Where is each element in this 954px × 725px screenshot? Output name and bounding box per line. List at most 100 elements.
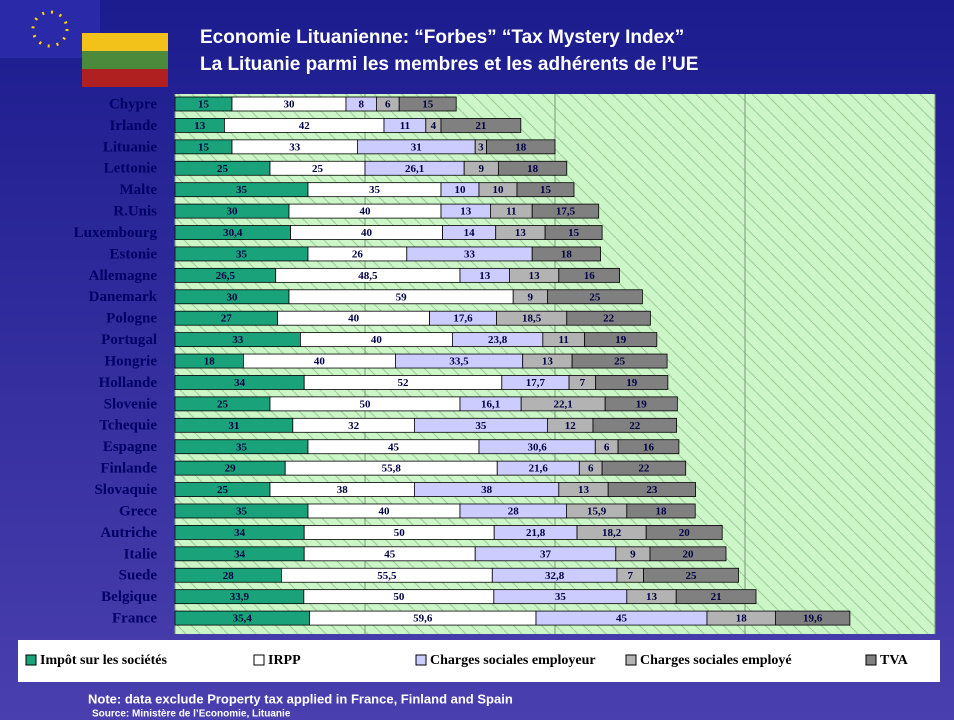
value-label: 9 — [479, 163, 485, 175]
value-label: 19 — [626, 377, 638, 389]
bar-segment — [604, 396, 678, 412]
category-label: Belgique — [101, 589, 157, 605]
value-label: 35,4 — [233, 613, 253, 625]
value-label: 40 — [314, 356, 326, 368]
value-label: 15 — [540, 184, 552, 196]
value-label: 8 — [358, 99, 364, 111]
value-label: 35 — [555, 591, 567, 603]
value-label: 11 — [559, 334, 569, 346]
value-label: 38 — [337, 484, 349, 496]
value-label: 16,1 — [481, 398, 500, 410]
value-label: 26 — [352, 248, 364, 260]
value-label: 28 — [223, 570, 235, 582]
value-label: 55,5 — [377, 570, 397, 582]
category-label: Suede — [119, 568, 158, 584]
value-label: 33 — [289, 141, 301, 153]
bar-segment — [675, 589, 757, 605]
legend-label: Impôt sur les sociétés — [40, 653, 167, 668]
legend-swatch — [25, 654, 37, 666]
value-label: 11 — [400, 120, 410, 132]
value-label: 25 — [312, 163, 324, 175]
value-label: 40 — [361, 227, 373, 239]
value-label: 13 — [460, 206, 472, 218]
value-label: 7 — [627, 570, 633, 582]
value-label: 34 — [234, 548, 246, 560]
value-label: 25 — [686, 570, 698, 582]
value-label: 45 — [616, 613, 628, 625]
value-label: 38 — [481, 484, 493, 496]
value-label: 13 — [515, 227, 527, 239]
value-label: 45 — [384, 548, 396, 560]
value-label: 23,8 — [488, 334, 508, 346]
category-label: Allemagne — [89, 268, 158, 284]
value-label: 22 — [638, 463, 650, 475]
value-label: 35 — [236, 506, 248, 518]
legend-swatch — [865, 654, 877, 666]
value-label: 35 — [369, 184, 381, 196]
value-label: 25 — [217, 163, 229, 175]
value-label: 42 — [299, 120, 311, 132]
value-label: 52 — [398, 377, 410, 389]
legend-swatch — [625, 654, 637, 666]
value-label: 17,5 — [556, 206, 576, 218]
value-label: 29 — [225, 463, 237, 475]
value-label: 12 — [565, 420, 577, 432]
value-label: 17,6 — [453, 313, 473, 325]
value-label: 19 — [615, 334, 627, 346]
value-label: 21,6 — [529, 463, 549, 475]
value-label: 33 — [232, 334, 244, 346]
value-label: 19 — [636, 398, 648, 410]
value-label: 31 — [228, 420, 239, 432]
value-label: 59 — [396, 291, 408, 303]
value-label: 20 — [679, 527, 691, 539]
bar-segment — [571, 353, 668, 369]
bar-segment — [626, 503, 696, 519]
legend-swatch — [253, 654, 265, 666]
category-label: Chypre — [109, 96, 157, 112]
value-label: 15 — [422, 99, 434, 111]
subtitle: La Lituanie parmi les membres et les adh… — [200, 54, 698, 75]
value-label: 34 — [234, 377, 246, 389]
value-label: 35 — [236, 441, 248, 453]
value-label: 45 — [388, 441, 400, 453]
value-label: 48,5 — [358, 270, 378, 282]
title: Economie Lituanienne: “Forbes” “Tax Myst… — [200, 27, 684, 48]
bar-segment — [601, 460, 687, 476]
value-label: 13 — [479, 270, 491, 282]
category-label: Grece — [119, 503, 157, 519]
source: Source: Ministère de l’Economie, Lituani… — [92, 709, 291, 720]
value-label: 37 — [540, 548, 552, 560]
bar-segment — [617, 439, 680, 455]
value-label: 30 — [227, 206, 239, 218]
value-label: 16 — [584, 270, 596, 282]
value-label: 50 — [394, 527, 406, 539]
category-label: Portugal — [101, 332, 157, 348]
bar-segment — [566, 310, 651, 326]
legend: Impôt sur les sociétés IRPP Charges social… — [25, 653, 909, 668]
bar-segment — [531, 246, 602, 262]
bar-segment — [440, 118, 522, 133]
lithuanian-flag — [82, 33, 168, 87]
value-label: 13 — [578, 484, 590, 496]
bar-segment — [649, 546, 727, 562]
value-label: 30,6 — [528, 441, 548, 453]
bar-segment — [497, 160, 568, 176]
value-label: 18,2 — [602, 527, 622, 539]
bar-segment — [398, 96, 457, 112]
value-label: 10 — [455, 184, 467, 196]
value-label: 6 — [588, 463, 594, 475]
category-label: R.Unis — [113, 204, 157, 220]
value-label: 50 — [393, 591, 405, 603]
value-label: 18 — [736, 613, 748, 625]
value-label: 6 — [604, 441, 610, 453]
value-label: 35 — [236, 248, 248, 260]
bar-segment — [595, 375, 669, 390]
category-label: Italie — [124, 546, 158, 562]
value-label: 3 — [478, 141, 484, 153]
bar-segment — [516, 182, 575, 198]
value-label: 40 — [371, 334, 383, 346]
value-label: 27 — [221, 313, 233, 325]
bar-segment — [592, 417, 677, 433]
value-label: 25 — [589, 291, 601, 303]
value-label: 25 — [217, 484, 229, 496]
